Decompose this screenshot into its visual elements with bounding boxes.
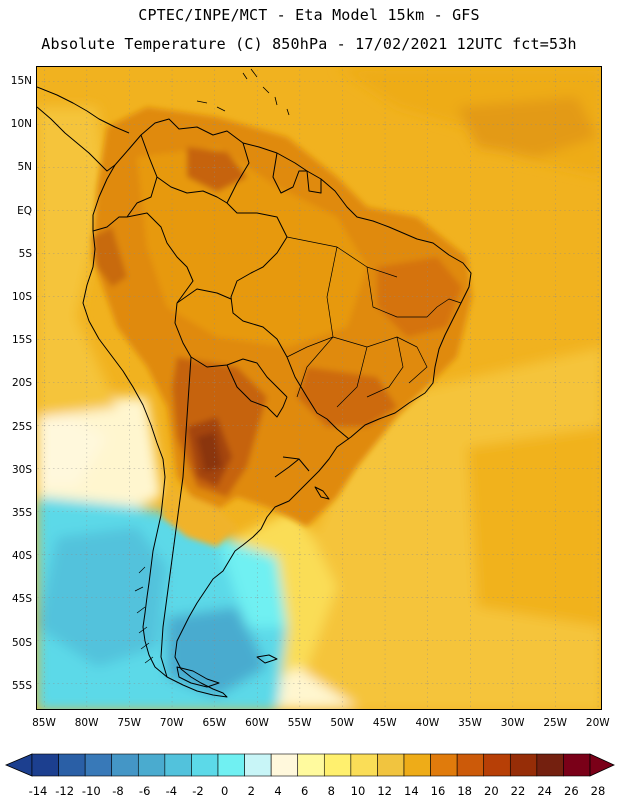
temperature-map [37,67,601,709]
title-line-1: CPTEC/INPE/MCT - Eta Model 15km - GFS [138,6,480,24]
lon-label: 65W [202,717,227,729]
colorbar-tick-label: 26 [564,784,579,798]
lon-label: 50W [330,717,355,729]
colorbar-swatch [509,753,538,777]
colorbar-tick-label: 16 [430,784,446,798]
lat-label: 20S [11,377,32,390]
lat-label: 5S [18,247,32,260]
map-panel [36,66,602,710]
lon-label: 75W [117,717,142,729]
lon-label: 80W [74,717,99,729]
colorbar-tick-label: -14 [28,784,48,798]
colorbar-tick-label: 2 [247,784,255,798]
lon-label: 40W [415,717,440,729]
border-argentina-chile [160,356,192,678]
colorbar-tick-label: 6 [300,784,309,798]
lon-label: 25W [543,717,568,729]
colorbar-tick-label: -8 [112,784,124,798]
colorbar-swatch [191,753,219,777]
lon-label: 70W [159,717,184,729]
lat-label: 5N [17,161,32,174]
border-uruguay [274,456,310,478]
border-brazil [226,142,350,440]
lat-label: 15N [10,75,32,87]
colorbar-tick-label: 24 [537,784,552,798]
colorbar-swatch [164,753,192,777]
border-paraguay [226,364,288,418]
lon-label: 60W [245,717,269,729]
lat-label: 30S [11,463,32,476]
colorbar-tick-label: -6 [138,784,151,798]
lon-label: 30W [500,717,525,729]
lat-label: 35S [11,507,32,519]
colorbar [4,753,615,777]
lagoa-dos-patos [314,486,330,500]
colorbar-swatch [58,753,86,777]
border-peru [126,212,194,304]
colorbar-tick-label: -10 [81,784,101,798]
border-central-america [37,86,130,172]
colorbar-tick-label: 20 [484,784,499,798]
colorbar-tick-label: 8 [327,784,335,798]
colorbar-swatch [430,753,458,777]
colorbar-left-arrow-icon [4,753,33,777]
colorbar-tick-label: 22 [510,784,526,798]
lon-label: 45W [372,717,397,729]
colorbar-swatch [563,753,591,777]
colorbar-tick-label: 10 [350,784,366,798]
colorbar-swatch [217,753,245,777]
islands-falkland [256,654,278,664]
tierra-del-fuego [176,666,220,688]
colorbar-tick-label: 28 [590,784,606,798]
colorbar-right-arrow-icon [589,753,615,777]
colorbar-tick-label: 18 [457,784,472,798]
lat-label: EQ [17,204,32,217]
lat-label: 10S [11,291,32,303]
lat-label: 55S [11,679,32,692]
colorbar-tick-label: -12 [55,784,75,798]
lon-label: 35W [458,717,482,729]
islands-caribbean [196,68,290,116]
colorbar-swatch [350,753,378,777]
lon-label: 20W [585,717,610,729]
colorbar-tick-label: -4 [165,784,178,798]
colorbar-swatch [31,753,59,777]
colorbar-swatch [84,753,113,777]
title-line-2: Absolute Temperature (C) 850hPa - 17/02/… [41,35,577,53]
colorbar-tick-label: 0 [220,784,229,798]
lat-label: 25S [11,420,32,433]
colorbar-swatch [456,753,485,777]
colorbar-swatch [377,753,405,777]
colorbar-tick-label: 14 [404,784,419,798]
colorbar-swatch [137,753,166,777]
chile-fjords [134,566,154,664]
lat-label: 10N [10,118,32,131]
colorbar-swatch [403,753,431,777]
lat-label: 50S [11,636,32,649]
border-colombia [126,134,228,218]
colorbar-tick-label: 4 [274,784,282,798]
border-guianas [272,152,322,194]
colorbar-swatch [323,753,352,777]
colorbar-swatch [244,753,272,777]
lat-lon-grid [37,67,601,709]
coastline-south-america [82,118,472,698]
border-ecuador [92,216,127,232]
colorbar-swatch [483,753,511,777]
colorbar-swatch [536,753,564,777]
lat-label: 15S [11,334,32,347]
colorbar-tick-label: -2 [192,784,204,798]
lon-label: 85W [32,717,56,729]
lon-label: 55W [287,717,312,729]
states-brazil [286,236,462,408]
colorbar-tick-label: 12 [377,784,392,798]
colorbar-swatch [270,753,299,777]
colorbar-swatch [297,753,325,777]
lat-label: 40S [11,550,32,563]
lat-label: 45S [11,593,32,606]
colorbar-swatch [111,753,139,777]
